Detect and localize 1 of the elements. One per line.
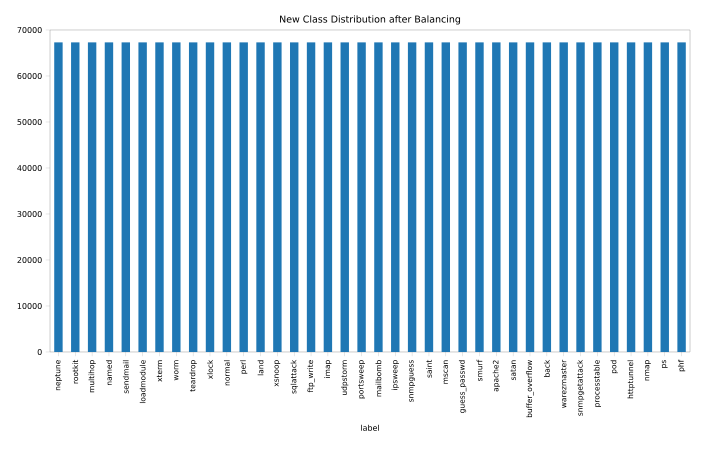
- chart-title: New Class Distribution after Balancing: [280, 15, 460, 24]
